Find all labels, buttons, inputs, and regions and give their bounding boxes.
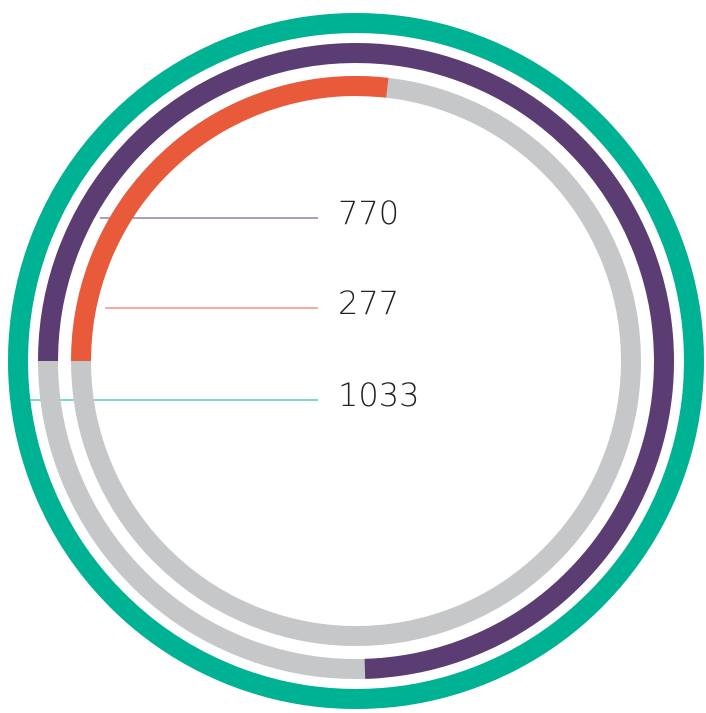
- value-label: 277: [338, 284, 399, 322]
- value-label: 770: [338, 194, 399, 232]
- ring-bar: [71, 76, 389, 362]
- ring-bar: [8, 13, 704, 709]
- value-label: 1033: [338, 376, 419, 414]
- ring-bar: [38, 43, 674, 679]
